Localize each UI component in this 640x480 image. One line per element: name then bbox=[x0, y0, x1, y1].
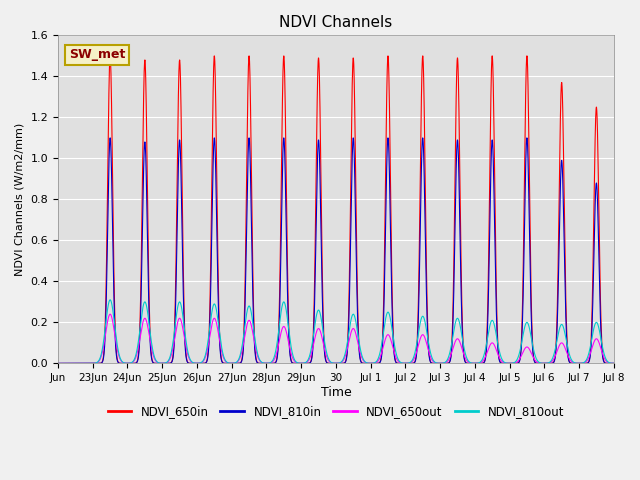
Line: NDVI_810out: NDVI_810out bbox=[58, 300, 614, 363]
NDVI_810in bbox=[318, 289, 326, 295]
NDVI_650out bbox=[106, 312, 114, 317]
Text: SW_met: SW_met bbox=[69, 48, 125, 61]
NDVI_650in bbox=[593, 108, 600, 114]
NDVI_810in bbox=[54, 360, 62, 366]
NDVI_650in bbox=[458, 301, 466, 307]
NDVI_810out bbox=[458, 333, 466, 338]
NDVI_810in bbox=[106, 135, 114, 141]
NDVI_650in bbox=[54, 360, 62, 366]
NDVI_650out bbox=[54, 360, 62, 366]
NDVI_650out bbox=[593, 336, 600, 342]
NDVI_810out bbox=[106, 297, 114, 303]
NDVI_650in bbox=[610, 360, 618, 366]
NDVI_650in bbox=[106, 53, 114, 59]
NDVI_650in bbox=[292, 360, 300, 366]
NDVI_810in bbox=[610, 360, 618, 366]
NDVI_810out bbox=[318, 322, 326, 328]
NDVI_810in bbox=[288, 359, 296, 365]
X-axis label: Time: Time bbox=[321, 386, 351, 399]
NDVI_810out bbox=[565, 351, 573, 357]
NDVI_650out bbox=[288, 352, 296, 358]
NDVI_810out bbox=[610, 360, 618, 366]
NDVI_810in bbox=[593, 183, 600, 189]
NDVI_810out bbox=[593, 320, 600, 325]
NDVI_650in bbox=[288, 359, 296, 365]
Title: NDVI Channels: NDVI Channels bbox=[279, 15, 392, 30]
NDVI_650in bbox=[565, 358, 573, 364]
NDVI_810in bbox=[565, 359, 573, 364]
NDVI_810out bbox=[54, 360, 62, 366]
NDVI_650out bbox=[610, 360, 618, 366]
NDVI_650out bbox=[565, 355, 573, 361]
Line: NDVI_650out: NDVI_650out bbox=[58, 314, 614, 363]
Legend: NDVI_650in, NDVI_810in, NDVI_650out, NDVI_810out: NDVI_650in, NDVI_810in, NDVI_650out, NDV… bbox=[103, 401, 569, 423]
NDVI_650out bbox=[292, 360, 300, 365]
NDVI_810out bbox=[292, 359, 300, 365]
NDVI_650in bbox=[318, 263, 326, 269]
NDVI_650out bbox=[458, 345, 466, 351]
Y-axis label: NDVI Channels (W/m2/mm): NDVI Channels (W/m2/mm) bbox=[15, 123, 25, 276]
Line: NDVI_810in: NDVI_810in bbox=[58, 138, 614, 363]
NDVI_650out bbox=[318, 336, 326, 341]
NDVI_810out bbox=[288, 347, 296, 353]
Line: NDVI_650in: NDVI_650in bbox=[58, 56, 614, 363]
NDVI_810in bbox=[458, 317, 466, 323]
NDVI_810in bbox=[292, 360, 300, 366]
